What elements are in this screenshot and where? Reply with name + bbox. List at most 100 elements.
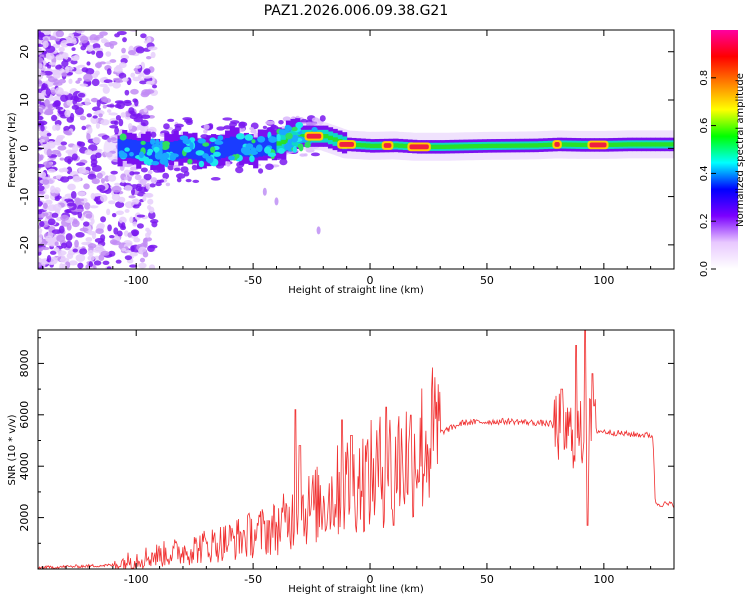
spectrogram-heatmap bbox=[38, 30, 674, 269]
spectrogram-noise-blob bbox=[42, 212, 49, 217]
spectrogram-noise-blob bbox=[38, 153, 41, 162]
spectrogram-noise-blob bbox=[38, 230, 42, 235]
spectrogram-noise-blob bbox=[120, 112, 126, 118]
spectrogram-scatter-blob bbox=[150, 177, 158, 184]
band-blob bbox=[291, 126, 298, 132]
spectrogram-noise-blob bbox=[93, 47, 104, 51]
spectrogram-noise-blob bbox=[47, 168, 56, 173]
spectrogram-noise-blob bbox=[108, 82, 114, 87]
band-blob bbox=[292, 145, 298, 153]
band-blob bbox=[162, 140, 170, 147]
spectrogram-noise-blob bbox=[96, 223, 105, 229]
spectrogram-y-tick-label: 0 bbox=[18, 145, 31, 152]
colorbar-tick-label: 0.0 bbox=[699, 261, 710, 277]
spectrogram-noise-blob bbox=[42, 179, 50, 185]
spectrogram-noise-blob bbox=[40, 72, 46, 76]
colorbar-tick-label: 0.4 bbox=[699, 165, 710, 181]
band-core bbox=[192, 140, 198, 160]
spectrogram-noise-blob bbox=[70, 190, 77, 199]
spectrogram-noise-blob bbox=[38, 185, 45, 192]
band-blob bbox=[244, 134, 254, 141]
spectrogram-noise-blob bbox=[72, 175, 82, 183]
spectrogram-noise-blob bbox=[133, 237, 141, 243]
band-core bbox=[136, 140, 142, 160]
band-blob bbox=[276, 133, 281, 142]
snr-series-line bbox=[38, 330, 674, 569]
spectrogram-scatter-blob bbox=[265, 120, 275, 125]
spectrogram-scatter-blob bbox=[173, 167, 181, 172]
band-blob bbox=[251, 139, 256, 144]
band-ridge bbox=[566, 142, 572, 147]
spectrogram-noise-blob bbox=[71, 104, 79, 110]
band-blob bbox=[195, 150, 205, 156]
spectrogram-noise-blob bbox=[42, 176, 51, 180]
spectrogram-x-tick-label: 100 bbox=[593, 274, 614, 287]
spectrogram-noise-blob bbox=[114, 126, 120, 135]
spectrogram-noise-blob bbox=[87, 173, 97, 180]
spectrogram-noise-blob bbox=[148, 264, 156, 269]
spectrogram-noise-blob bbox=[63, 125, 71, 132]
band-ridge bbox=[327, 135, 334, 141]
spectrogram-scatter-blob bbox=[140, 114, 151, 120]
spectrogram-noise-blob bbox=[42, 40, 49, 48]
spectrogram-scatter-blob bbox=[165, 182, 171, 187]
band-blob bbox=[249, 155, 255, 163]
spectrogram-noise-blob bbox=[102, 260, 110, 265]
spectrogram-noise-blob bbox=[49, 250, 57, 255]
band-ridge bbox=[444, 144, 451, 149]
spectrogram-noise-blob bbox=[83, 183, 90, 190]
band-ridge bbox=[430, 144, 436, 150]
band-ridge bbox=[356, 142, 362, 148]
spectrogram-noise-blob bbox=[132, 198, 140, 205]
snr-x-tick-label: 100 bbox=[593, 573, 614, 586]
spectrogram-noise-blob bbox=[74, 197, 81, 203]
spectrogram-noise-blob bbox=[131, 230, 139, 237]
spectrogram-noise-blob bbox=[69, 37, 77, 42]
spectrogram-streak bbox=[262, 187, 267, 196]
colorbar-tick-label: 0.6 bbox=[699, 118, 710, 134]
spectrogram-noise-blob bbox=[89, 34, 98, 42]
spectrogram-noise-blob bbox=[75, 253, 86, 262]
spectrogram-noise-blob bbox=[100, 250, 110, 256]
spectrogram-scatter-blob bbox=[167, 118, 175, 122]
spectrogram-scatter-blob bbox=[203, 129, 208, 134]
spectrogram-noise-blob bbox=[117, 230, 123, 237]
spectrogram-noise-blob bbox=[63, 130, 72, 136]
band-blob bbox=[183, 146, 192, 153]
band-core bbox=[131, 139, 137, 159]
spectrogram-noise-blob bbox=[122, 37, 127, 43]
spectrogram-scatter-blob bbox=[145, 182, 151, 190]
band-ridge bbox=[655, 142, 661, 147]
spectrogram-noise-blob bbox=[124, 89, 130, 96]
band-ridge bbox=[500, 143, 507, 148]
spectrogram-noise-blob bbox=[51, 149, 61, 155]
spectrogram-noise-blob bbox=[124, 208, 130, 213]
spectrogram-noise-blob bbox=[113, 227, 119, 235]
spectrogram-noise-blob bbox=[66, 43, 75, 47]
spectrogram-noise-blob bbox=[55, 65, 62, 70]
band-blob bbox=[119, 133, 127, 141]
band-blob bbox=[151, 160, 160, 166]
spectrogram-noise-blob bbox=[109, 235, 115, 239]
spectrogram-noise-blob bbox=[128, 107, 135, 114]
band-blob bbox=[295, 121, 304, 129]
spectrogram-noise-blob bbox=[102, 85, 110, 94]
spectrogram-noise-blob bbox=[118, 72, 127, 79]
band-ridge bbox=[332, 137, 338, 142]
spectrogram-noise-blob bbox=[58, 46, 65, 52]
spectrogram-noise-blob bbox=[129, 252, 138, 257]
spectrogram-noise-blob bbox=[105, 61, 111, 65]
band-blob bbox=[213, 151, 221, 157]
spectrogram-noise-blob bbox=[79, 248, 88, 255]
spectrogram-noise-blob bbox=[105, 51, 112, 57]
spectrogram-scatter-blob bbox=[225, 161, 231, 167]
spectrogram-noise-blob bbox=[54, 87, 64, 95]
spectrogram-scatter-blob bbox=[278, 120, 284, 125]
spectrogram-noise-blob bbox=[46, 148, 53, 157]
band-blob bbox=[154, 152, 163, 160]
spectrogram-noise-blob bbox=[139, 72, 145, 77]
band-blob bbox=[179, 135, 189, 141]
spectrogram-x-tick-label: -100 bbox=[124, 274, 149, 287]
spectrogram-noise-blob bbox=[51, 229, 62, 234]
spectrogram-noise-blob bbox=[60, 176, 70, 183]
